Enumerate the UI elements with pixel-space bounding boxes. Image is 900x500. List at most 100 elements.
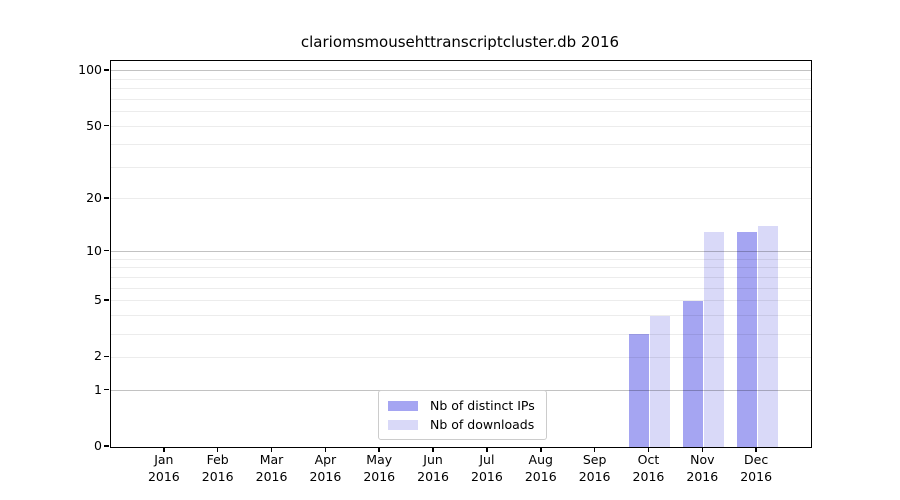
x-tick-label-aug: Aug 2016 — [511, 452, 571, 485]
chart-title: clariomsmousehttranscriptcluster.db 2016 — [300, 33, 620, 51]
x-tick-year: 2016 — [524, 468, 557, 484]
minor-gridline — [111, 315, 811, 317]
legend-label-downloads: Nb of downloads — [430, 417, 535, 432]
minor-gridline — [111, 99, 811, 101]
x-tick-mark — [755, 447, 757, 452]
minor-gridline — [111, 166, 811, 168]
y-tick-mark — [104, 388, 109, 391]
y-tick-label: 50 — [86, 117, 102, 133]
x-tick-label-nov: Nov 2016 — [672, 452, 732, 485]
x-tick-month: Oct — [637, 452, 660, 467]
y-tick-label: 0 — [94, 438, 102, 453]
plot-area: Nb of distinct IPs Nb of downloads — [110, 60, 812, 448]
minor-gridline — [111, 287, 811, 289]
x-tick-label-may: May 2016 — [349, 452, 409, 485]
x-tick-label-oct: Oct 2016 — [618, 452, 678, 485]
y-tick-label: 20 — [86, 189, 102, 205]
x-tick-year: 2016 — [471, 468, 503, 484]
minor-gridline — [111, 277, 811, 279]
x-tick-mark — [270, 447, 273, 452]
x-tick-year: 2016 — [417, 468, 449, 484]
legend: Nb of distinct IPs Nb of downloads — [378, 390, 547, 440]
x-tick-year: 2016 — [740, 468, 773, 484]
minor-gridline — [111, 198, 811, 200]
minor-gridline — [111, 356, 811, 358]
x-tick-month: Apr — [314, 452, 337, 467]
x-tick-month: May — [366, 452, 393, 467]
x-tick-year: 2016 — [147, 468, 180, 484]
x-tick-year: 2016 — [578, 468, 611, 484]
x-tick-year: 2016 — [255, 468, 288, 484]
x-tick-month: Jan — [154, 452, 174, 467]
x-tick-mark — [432, 447, 434, 452]
y-tick-label: 100 — [78, 61, 102, 77]
y-tick-mark — [104, 445, 109, 447]
minor-gridline — [111, 258, 811, 260]
bar-nov-distinct-ips — [682, 300, 703, 447]
bar-nov-downloads — [703, 231, 724, 447]
x-tick-label-jul: Jul 2016 — [457, 452, 517, 485]
minor-gridline — [111, 111, 811, 113]
x-tick-year: 2016 — [686, 468, 719, 484]
minor-gridline — [111, 78, 811, 80]
x-tick-label-mar: Mar 2016 — [242, 452, 302, 485]
legend-swatch-distinct-ips-icon — [388, 400, 418, 411]
x-tick-year: 2016 — [309, 468, 342, 484]
y-tick-mark — [104, 197, 109, 199]
y-tick-label: 2 — [94, 348, 102, 364]
gridlines-layer — [111, 61, 811, 447]
y-tick-mark — [104, 299, 109, 301]
minor-gridline — [111, 143, 811, 145]
legend-item-downloads: Nb of downloads — [388, 417, 535, 432]
y-tick-label: 5 — [94, 291, 102, 307]
x-tick-month: Dec — [744, 452, 769, 467]
legend-label-distinct-ips: Nb of distinct IPs — [430, 398, 535, 413]
x-tick-mark — [216, 447, 219, 452]
y-tick-mark — [104, 69, 109, 71]
legend-swatch-downloads-icon — [388, 419, 418, 430]
bar-oct-downloads — [649, 315, 670, 447]
x-tick-label-feb: Feb 2016 — [188, 452, 248, 485]
x-tick-mark — [163, 447, 165, 452]
x-tick-month: Sep — [582, 452, 607, 467]
y-tick-mark — [104, 124, 109, 127]
major-gridline — [111, 251, 811, 253]
major-gridline — [111, 70, 811, 72]
y-tick-mark — [104, 355, 109, 358]
x-tick-label-sep: Sep 2016 — [565, 452, 625, 485]
x-tick-month: Jul — [479, 452, 495, 467]
x-tick-year: 2016 — [363, 468, 396, 484]
bar-oct-distinct-ips — [628, 334, 649, 447]
x-tick-year: 2016 — [632, 468, 665, 484]
x-tick-label-jan: Jan 2016 — [134, 452, 194, 485]
x-tick-mark — [486, 447, 488, 452]
minor-gridline — [111, 126, 811, 128]
legend-item-distinct-ips: Nb of distinct IPs — [388, 398, 535, 413]
bars-layer — [111, 61, 811, 447]
x-tick-mark — [540, 447, 542, 452]
x-tick-month: Aug — [528, 452, 553, 467]
bar-dec-downloads — [757, 226, 778, 447]
x-tick-month: Nov — [690, 452, 715, 467]
x-tick-month: Feb — [206, 452, 229, 467]
y-tick-label: 10 — [86, 242, 102, 258]
x-tick-year: 2016 — [201, 468, 234, 484]
x-tick-month: Jun — [423, 452, 443, 467]
x-tick-mark — [647, 447, 650, 452]
minor-gridline — [111, 267, 811, 269]
minor-gridline — [111, 333, 811, 335]
minor-gridline — [111, 88, 811, 90]
minor-gridline — [111, 300, 811, 302]
x-tick-mark — [378, 447, 380, 452]
x-tick-label-dec: Dec 2016 — [726, 452, 786, 485]
x-tick-mark — [701, 447, 704, 452]
y-tick-label: 1 — [94, 381, 102, 397]
x-tick-label-jun: Jun 2016 — [403, 452, 463, 485]
y-tick-mark — [104, 249, 109, 252]
x-tick-mark — [324, 447, 327, 452]
x-tick-label-apr: Apr 2016 — [295, 452, 355, 485]
x-tick-month: Mar — [259, 452, 284, 467]
bar-dec-distinct-ips — [736, 231, 757, 447]
x-tick-mark — [593, 447, 596, 452]
